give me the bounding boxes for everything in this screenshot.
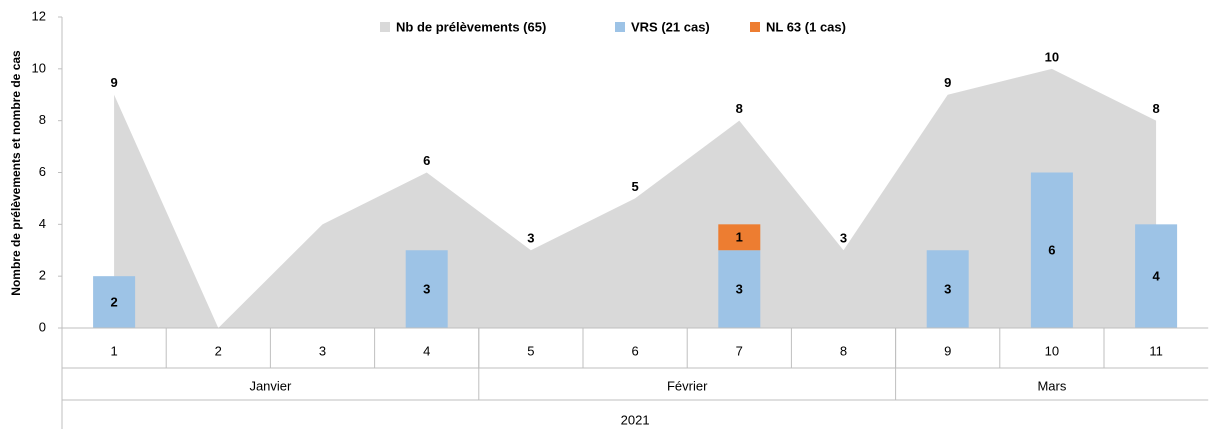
area-label: 10 xyxy=(1045,49,1059,64)
y-tick-label: 12 xyxy=(32,8,46,23)
x-tick-label: 3 xyxy=(319,343,326,358)
legend-swatch xyxy=(615,22,625,32)
y-axis-title: Nombre de prélèvements et nombre de cas xyxy=(9,50,23,296)
bar-label: 4 xyxy=(1152,269,1160,284)
bar xyxy=(1030,172,1073,328)
y-tick-label: 2 xyxy=(39,268,46,283)
legend-label: NL 63 (1 cas) xyxy=(766,19,846,34)
x-tick-label: 8 xyxy=(840,343,847,358)
bar-label: 1 xyxy=(736,230,743,245)
month-label: Février xyxy=(667,378,708,393)
area-label: 6 xyxy=(423,153,430,168)
y-tick-label: 4 xyxy=(39,216,46,231)
month-label: Mars xyxy=(1037,378,1066,393)
legend-label: Nb de prélèvements (65) xyxy=(396,19,546,34)
bar xyxy=(93,276,136,328)
bar-label: 2 xyxy=(110,295,117,310)
bar-label: 6 xyxy=(1048,243,1055,258)
y-tick-label: 0 xyxy=(39,319,46,334)
legend-swatch xyxy=(750,22,760,32)
y-tick-label: 8 xyxy=(39,112,46,127)
x-tick-label: 1 xyxy=(110,343,117,358)
area xyxy=(114,68,1157,328)
x-tick-label: 11 xyxy=(1149,343,1163,358)
month-label: Janvier xyxy=(249,378,292,393)
area-label: 3 xyxy=(840,231,847,246)
legend-label: VRS (21 cas) xyxy=(631,19,710,34)
x-tick-label: 7 xyxy=(736,343,743,358)
x-tick-label: 4 xyxy=(423,343,430,358)
x-tick-label: 6 xyxy=(631,343,638,358)
legend-swatch xyxy=(380,22,390,32)
bar xyxy=(1135,224,1178,328)
bar-label: 3 xyxy=(944,282,951,297)
bar-label: 3 xyxy=(423,282,430,297)
bar xyxy=(405,250,448,328)
x-tick-label: 5 xyxy=(527,343,534,358)
bar-label: 3 xyxy=(736,282,743,297)
area-label: 8 xyxy=(1152,101,1159,116)
x-tick-label: 10 xyxy=(1045,343,1059,358)
area-label: 9 xyxy=(944,75,951,90)
year-label: 2021 xyxy=(621,412,650,427)
x-tick-label: 9 xyxy=(944,343,951,358)
bar xyxy=(718,224,761,251)
area-label: 3 xyxy=(527,231,534,246)
y-tick-label: 6 xyxy=(39,164,46,179)
area-label: 9 xyxy=(110,75,117,90)
x-tick-label: 2 xyxy=(215,343,222,358)
area-label: 8 xyxy=(736,101,743,116)
bar xyxy=(926,250,969,328)
area-label: 5 xyxy=(631,179,638,194)
bar xyxy=(718,250,761,328)
y-tick-label: 10 xyxy=(32,60,46,75)
